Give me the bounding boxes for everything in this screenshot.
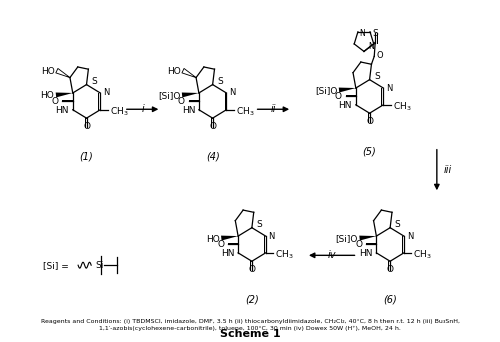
Text: O: O — [217, 240, 224, 249]
Text: iii: iii — [444, 165, 452, 175]
Text: O: O — [356, 240, 362, 249]
Text: HO: HO — [206, 235, 220, 244]
Text: CH$_3$: CH$_3$ — [236, 105, 255, 118]
Text: (6): (6) — [384, 295, 397, 305]
Text: ii: ii — [270, 104, 276, 114]
Text: (2): (2) — [245, 295, 258, 305]
Text: O: O — [209, 122, 216, 131]
Text: S: S — [374, 72, 380, 81]
Text: [Si]O: [Si]O — [315, 87, 337, 95]
Text: HN: HN — [338, 101, 352, 110]
Text: [Si]O: [Si]O — [158, 91, 180, 101]
Text: HO: HO — [168, 67, 181, 76]
Text: Reagents and Conditions: (i) TBDMSCl, imidazole, DMF, 3.5 h (ii) thiocarbonyldii: Reagents and Conditions: (i) TBDMSCl, im… — [40, 319, 460, 330]
Polygon shape — [339, 88, 356, 92]
Text: O: O — [366, 117, 373, 126]
Text: [Si] =: [Si] = — [42, 261, 68, 270]
Text: (5): (5) — [362, 147, 376, 157]
Text: S: S — [91, 77, 97, 86]
Text: O: O — [52, 97, 59, 106]
Text: N: N — [229, 89, 235, 97]
Text: O: O — [376, 51, 382, 60]
Text: iv: iv — [328, 250, 336, 260]
Text: [Si]O: [Si]O — [336, 235, 357, 244]
Text: CH$_3$: CH$_3$ — [392, 101, 411, 113]
Text: CH$_3$: CH$_3$ — [110, 105, 128, 118]
Text: Si: Si — [95, 261, 104, 270]
Text: (4): (4) — [206, 152, 220, 162]
Text: HN: HN — [56, 106, 69, 115]
Text: N: N — [359, 29, 365, 38]
Text: N: N — [268, 232, 275, 240]
Text: HO: HO — [40, 91, 54, 101]
Text: N: N — [406, 232, 413, 240]
Text: S: S — [256, 220, 262, 229]
Text: S: S — [218, 77, 223, 86]
Text: N: N — [386, 83, 392, 93]
Polygon shape — [56, 92, 73, 97]
Text: CH$_3$: CH$_3$ — [275, 249, 293, 261]
Text: S: S — [395, 220, 400, 229]
Text: HN: HN — [221, 249, 234, 258]
Text: O: O — [83, 122, 90, 131]
Text: O: O — [248, 265, 256, 274]
Text: HO: HO — [42, 67, 55, 76]
Text: (1): (1) — [80, 152, 94, 162]
Text: CH$_3$: CH$_3$ — [413, 249, 432, 261]
Text: S: S — [372, 29, 378, 38]
Text: HN: HN — [359, 249, 372, 258]
Text: N: N — [368, 42, 374, 51]
Text: O: O — [386, 265, 394, 274]
Polygon shape — [221, 236, 238, 240]
Text: N: N — [103, 89, 110, 97]
Polygon shape — [182, 92, 199, 97]
Text: Scheme 1: Scheme 1 — [220, 329, 280, 339]
Polygon shape — [360, 236, 376, 240]
Text: O: O — [335, 92, 342, 101]
Text: O: O — [178, 97, 185, 106]
Text: i: i — [141, 104, 144, 114]
Text: HN: HN — [182, 106, 195, 115]
